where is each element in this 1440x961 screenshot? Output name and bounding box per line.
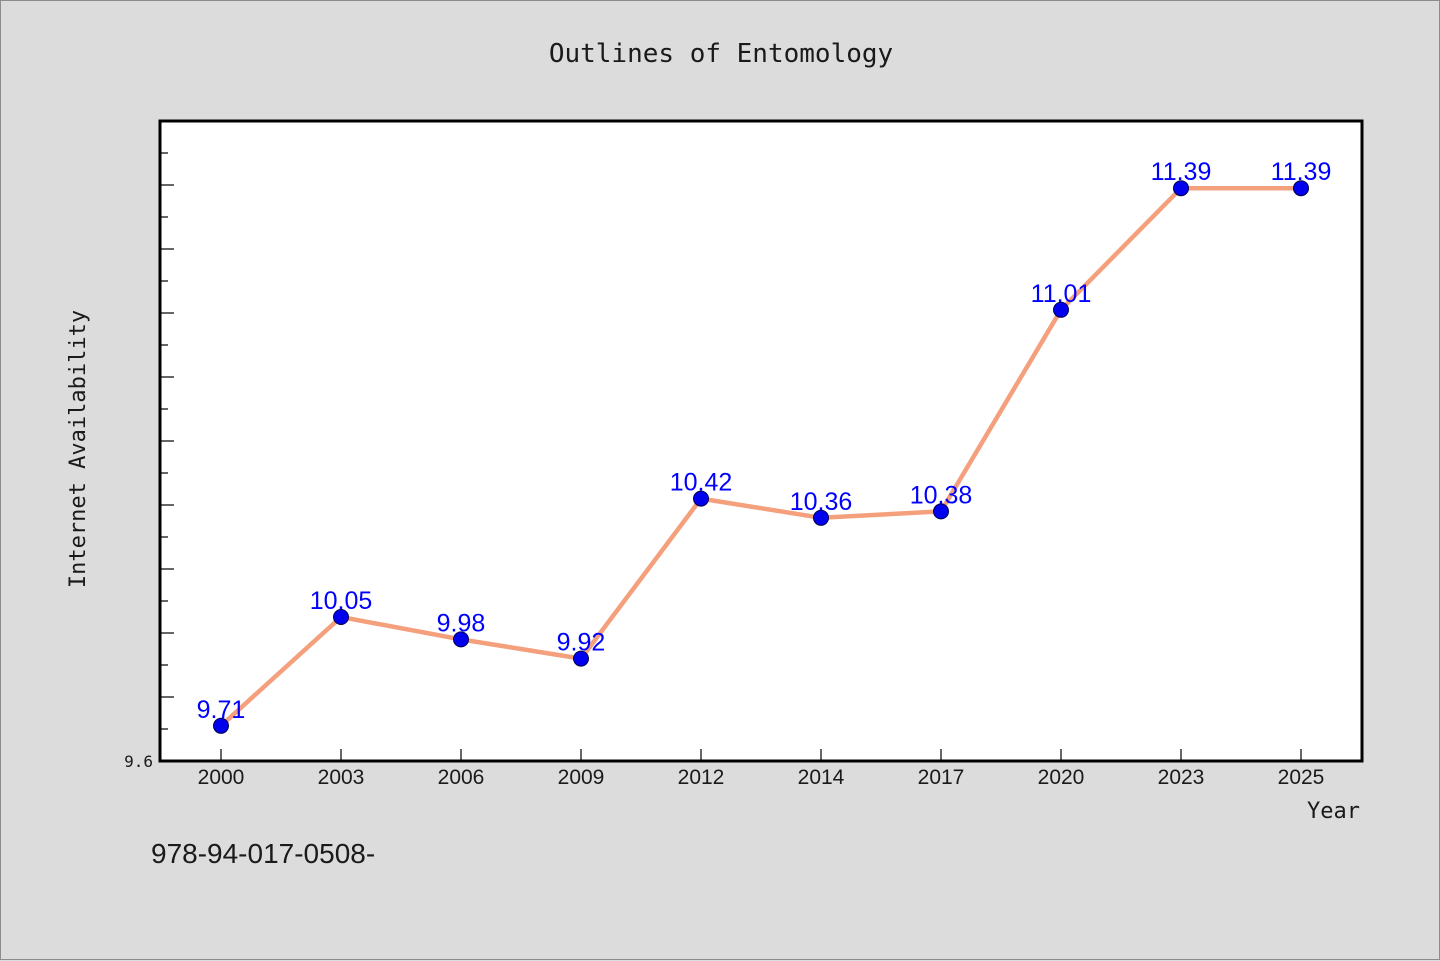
data-point [333,609,349,625]
data-label: 9.71 [197,696,246,724]
x-axis-ticks: 2000 2003 2006 2009 2012 2014 2017 2020 2023 2025 [198,749,1325,789]
data-label: 11.39 [1271,158,1332,186]
data-label: 10.36 [790,488,853,516]
chart-title: Outlines of Entomology [549,39,893,69]
y-axis-ticks [160,152,174,730]
data-label: 9.98 [437,609,486,637]
series-group [213,180,1309,734]
data-point [693,490,709,507]
data-point [813,509,829,526]
data-point [1293,180,1309,197]
y-tick-label-min: 9.6 [124,752,153,771]
x-tick-label: 2006 [438,766,485,789]
data-point [1173,180,1189,197]
y-axis-label: Internet Availability [66,310,91,588]
series-line [218,185,1304,729]
data-point [573,650,589,667]
x-tick-label: 2023 [1158,766,1205,789]
plot-area [158,119,1364,763]
data-point [213,717,229,734]
data-label: 11.01 [1031,280,1092,308]
x-axis-label: Year [1307,799,1360,824]
x-tick-label: 2017 [918,766,965,789]
data-label: 10.05 [310,587,373,615]
data-label: 10.42 [670,469,733,497]
data-point [1053,301,1069,318]
x-tick-label: 2014 [798,766,845,789]
data-point [933,503,949,520]
x-tick-label: 2000 [198,766,245,789]
data-label: 9.92 [557,629,606,657]
data-labels: 9.71 10.05 9.98 9.92 10.42 10.36 10.38 11.01 11.… [197,158,1332,724]
data-point [453,631,469,648]
footnote: 978-94-017-0508- [151,838,375,869]
x-tick-label: 2025 [1278,766,1325,789]
data-label: 11.39 [1151,158,1212,186]
x-tick-label: 2003 [318,766,365,789]
x-tick-label: 2012 [678,766,725,789]
x-tick-label: 2020 [1038,766,1085,789]
data-label: 10.38 [910,481,973,509]
x-tick-label: 2009 [558,766,605,789]
